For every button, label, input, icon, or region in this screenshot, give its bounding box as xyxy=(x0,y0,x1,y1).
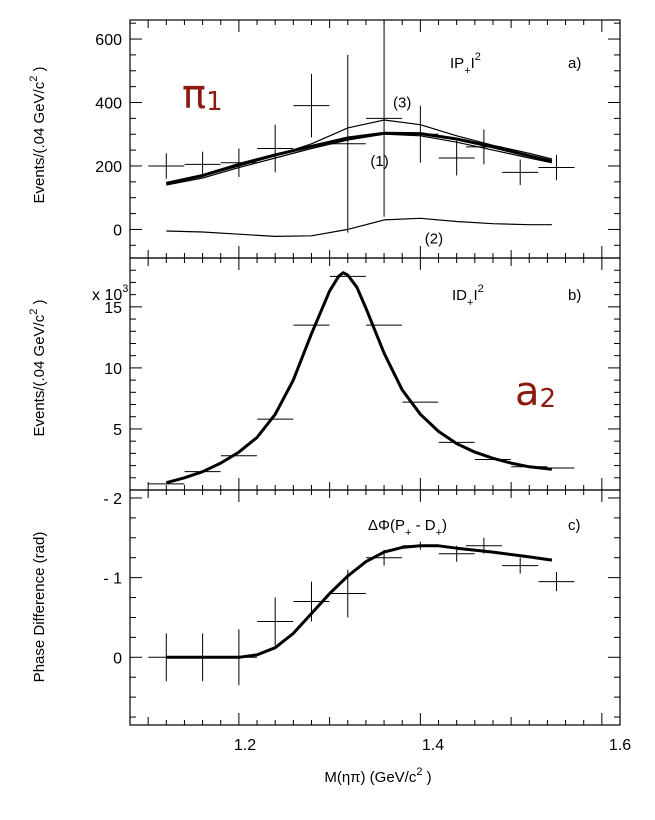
y-tick-label: 600 xyxy=(95,32,122,49)
panel-a-formula: IP+I2 xyxy=(450,51,481,77)
x-tick-label-1-6: 1.6 xyxy=(609,737,631,754)
x-axis-label: M(ηπ) (GeV/c2 ) xyxy=(324,766,431,786)
y-axis-label-c: Phase Difference (rad) xyxy=(31,532,48,683)
panel-b-letter: b) xyxy=(568,287,581,304)
curve-annotation: (2) xyxy=(425,231,443,248)
curve-1 xyxy=(166,133,553,186)
x-tick-label-1-2: 1.2 xyxy=(234,737,256,754)
y-tick-label: 400 xyxy=(95,96,122,113)
y-tick-label: 0 xyxy=(113,222,122,239)
x-tick-label-1-4: 1.4 xyxy=(422,737,444,754)
y-tick-label: 200 xyxy=(95,159,122,176)
y-tick-label: 10 xyxy=(104,361,122,378)
y-axis-label-b: Events/(.04 GeV/c2 ) xyxy=(28,299,48,436)
y-tick-label: 5 xyxy=(113,422,122,439)
panel-c-formula: ΔΦ(P+ - D+) xyxy=(368,517,447,539)
panel-b-formula: ID+I2 xyxy=(452,283,484,309)
curve-annotation: (3) xyxy=(393,94,411,111)
curve-annotation: (1) xyxy=(370,153,388,170)
panel-a-letter: a) xyxy=(568,55,581,72)
curve-fit xyxy=(165,271,553,485)
overlay-a2-label: a2 xyxy=(515,369,556,415)
curve-3 xyxy=(166,119,553,184)
curve-fit xyxy=(166,544,553,659)
y-tick-label: 0 xyxy=(113,650,122,667)
y-tick-label: 15 xyxy=(104,300,122,317)
y-multiplier-label: x 103 xyxy=(92,283,128,304)
panel-frame-c xyxy=(129,489,621,726)
curve-total xyxy=(165,131,553,185)
overlay-pi1-label: π1 xyxy=(182,72,223,118)
panel-frame-b xyxy=(129,257,621,491)
curve-2 xyxy=(166,217,552,237)
y-tick-label: - 1 xyxy=(103,571,122,588)
y-axis-label-a: Events/(.04 GeV/c2 ) xyxy=(28,66,48,203)
y-tick-label: - 2 xyxy=(103,491,122,508)
panel-c-letter: c) xyxy=(568,517,581,534)
